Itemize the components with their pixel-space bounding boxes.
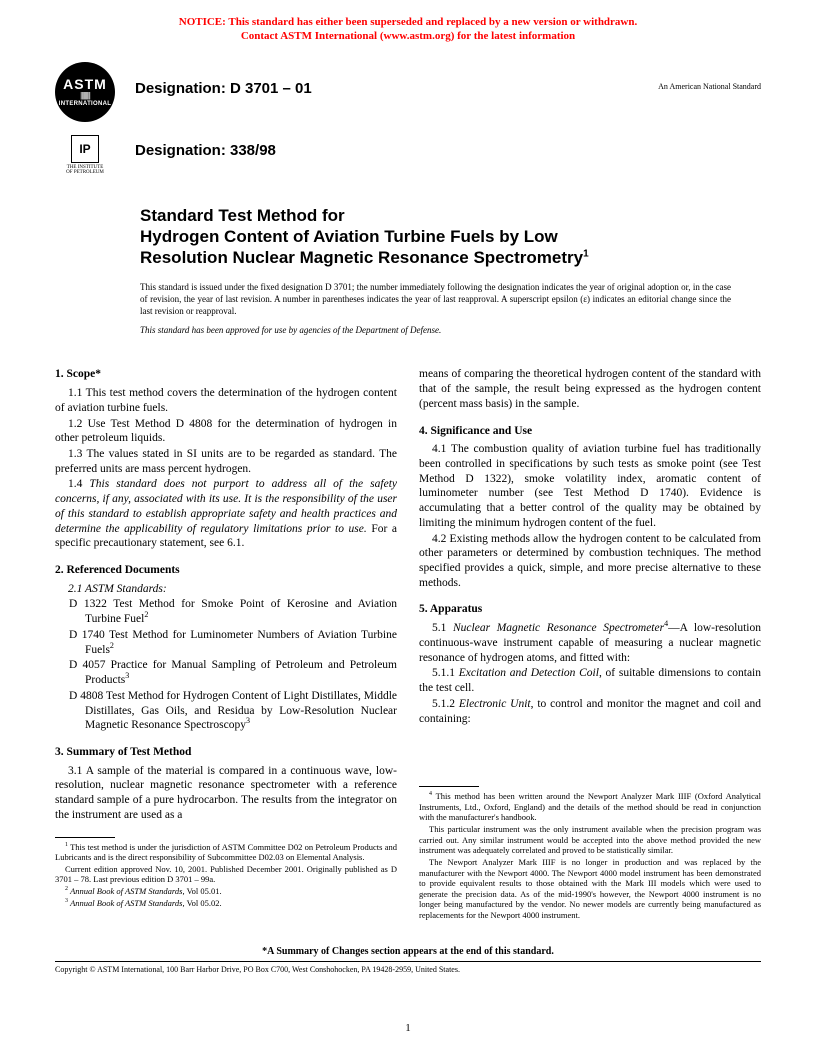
refs-sub: 2.1 ASTM Standards: xyxy=(55,582,397,597)
title-line1: Standard Test Method for xyxy=(140,206,345,225)
ans-note: An American National Standard xyxy=(601,82,761,91)
notice-line2: Contact ASTM International (www.astm.org… xyxy=(241,30,575,42)
logo-column: ASTM ||||||||| INTERNATIONAL IP THE INST… xyxy=(55,62,115,175)
ip-logo: IP xyxy=(71,135,99,163)
refs-head: 2. Referenced Documents xyxy=(55,563,397,578)
ref-d1740: D 1740 Test Method for Luminometer Numbe… xyxy=(55,628,397,657)
notice-line1: NOTICE: This standard has either been su… xyxy=(179,16,638,28)
scope-1-3: 1.3 The values stated in SI units are to… xyxy=(55,447,397,476)
page-number: 1 xyxy=(0,1022,816,1034)
dod-note: This standard has been approved for use … xyxy=(140,325,731,335)
scope-1-1: 1.1 This test method covers the determin… xyxy=(55,386,397,415)
app-5-1-1: 5.1.1 Excitation and Detection Coil, of … xyxy=(419,666,761,695)
ip-caption: THE INSTITUTE OF PETROLEUM xyxy=(65,165,105,175)
title-footnote-ref: 1 xyxy=(583,248,589,259)
issued-note: This standard is issued under the fixed … xyxy=(140,282,731,317)
copyright-line: Copyright © ASTM International, 100 Barr… xyxy=(0,965,816,974)
footer-rule xyxy=(55,961,761,962)
column-right: means of comparing the theoretical hydro… xyxy=(419,355,761,921)
ref-d4808: D 4808 Test Method for Hydrogen Content … xyxy=(55,689,397,733)
scope-1-2: 1.2 Use Test Method D 4808 for the deter… xyxy=(55,417,397,446)
footnote-1: 1 This test method is under the jurisdic… xyxy=(55,842,397,863)
title-line3: Resolution Nuclear Magnetic Resonance Sp… xyxy=(140,248,583,267)
footnote-1b: Current edition approved Nov. 10, 2001. … xyxy=(55,864,397,885)
footnote-3: 3 Annual Book of ASTM Standards, Vol 05.… xyxy=(55,898,397,909)
designation-secondary: Designation: 338/98 xyxy=(135,142,601,159)
ref-d1322: D 1322 Test Method for Smoke Point of Ke… xyxy=(55,597,397,626)
footnote-rule-right xyxy=(419,786,479,787)
footnote-4b: This particular instrument was the only … xyxy=(419,824,761,856)
astm-logo: ASTM ||||||||| INTERNATIONAL xyxy=(55,62,115,122)
document-title: Standard Test Method for Hydrogen Conten… xyxy=(140,205,731,269)
scope-head: 1. Scope* xyxy=(55,367,397,382)
astm-logo-lines: ||||||||| xyxy=(80,94,90,99)
body-columns: 1. Scope* 1.1 This test method covers th… xyxy=(0,335,816,921)
ref-d4057: D 4057 Practice for Manual Sampling of P… xyxy=(55,658,397,687)
title-line2: Hydrogen Content of Aviation Turbine Fue… xyxy=(140,227,558,246)
summary-3-1-cont: means of comparing the theoretical hydro… xyxy=(419,367,761,411)
designation-column: Designation: D 3701 – 01 Designation: 33… xyxy=(135,62,601,159)
astm-logo-text: ASTM xyxy=(63,76,107,92)
footnote-rule-left xyxy=(55,837,115,838)
header-row: ASTM ||||||||| INTERNATIONAL IP THE INST… xyxy=(0,52,816,175)
sig-4-1: 4.1 The combustion quality of aviation t… xyxy=(419,442,761,530)
footer-summary: *A Summary of Changes section appears at… xyxy=(0,946,816,957)
footnote-2: 2 Annual Book of ASTM Standards, Vol 05.… xyxy=(55,886,397,897)
footnote-4c: The Newport Analyzer Mark IIIF is no lon… xyxy=(419,857,761,921)
sig-head: 4. Significance and Use xyxy=(419,424,761,439)
footnote-4: 4 This method has been written around th… xyxy=(419,791,761,823)
app-head: 5. Apparatus xyxy=(419,602,761,617)
notice-banner: NOTICE: This standard has either been su… xyxy=(0,0,816,52)
scope-1-4: 1.4 This standard does not purport to ad… xyxy=(55,477,397,551)
title-block: Standard Test Method for Hydrogen Conten… xyxy=(0,175,816,336)
sig-4-2: 4.2 Existing methods allow the hydrogen … xyxy=(419,532,761,591)
summary-3-1: 3.1 A sample of the material is compared… xyxy=(55,764,397,823)
column-left: 1. Scope* 1.1 This test method covers th… xyxy=(55,355,397,921)
summary-head: 3. Summary of Test Method xyxy=(55,745,397,760)
astm-logo-subtext: INTERNATIONAL xyxy=(59,101,111,107)
designation-primary: Designation: D 3701 – 01 xyxy=(135,80,601,97)
app-5-1-2: 5.1.2 Electronic Unit, to control and mo… xyxy=(419,697,761,726)
app-5-1: 5.1 Nuclear Magnetic Resonance Spectrome… xyxy=(419,621,761,665)
